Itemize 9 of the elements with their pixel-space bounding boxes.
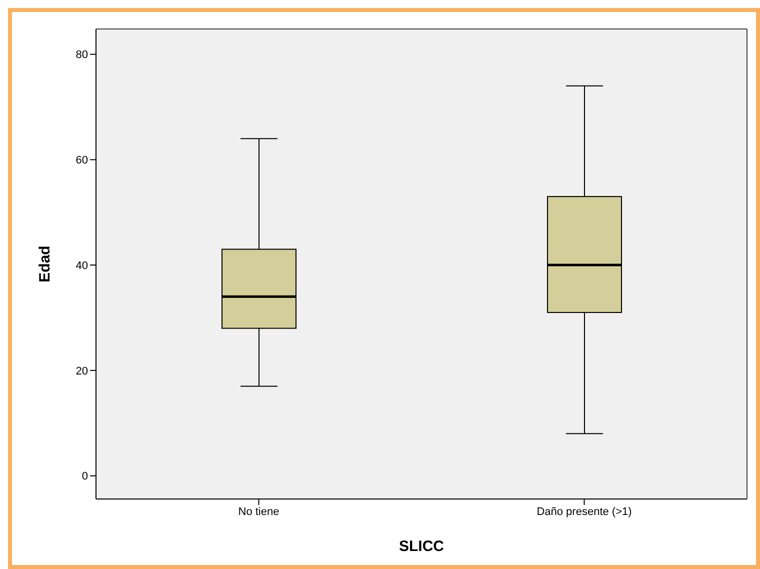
y-tick-label: 0 xyxy=(82,470,88,483)
y-tick-label: 20 xyxy=(76,365,88,378)
x-tick-label: Daño presente (>1) xyxy=(536,506,632,518)
y-tick-label: 40 xyxy=(76,260,88,272)
x-axis-title: SLICC xyxy=(399,538,444,555)
y-tick-label: 60 xyxy=(76,154,88,167)
y-tick-label: 80 xyxy=(76,49,88,62)
y-axis-title: Edad xyxy=(36,246,54,282)
x-tick-label: No tiene xyxy=(238,506,280,518)
